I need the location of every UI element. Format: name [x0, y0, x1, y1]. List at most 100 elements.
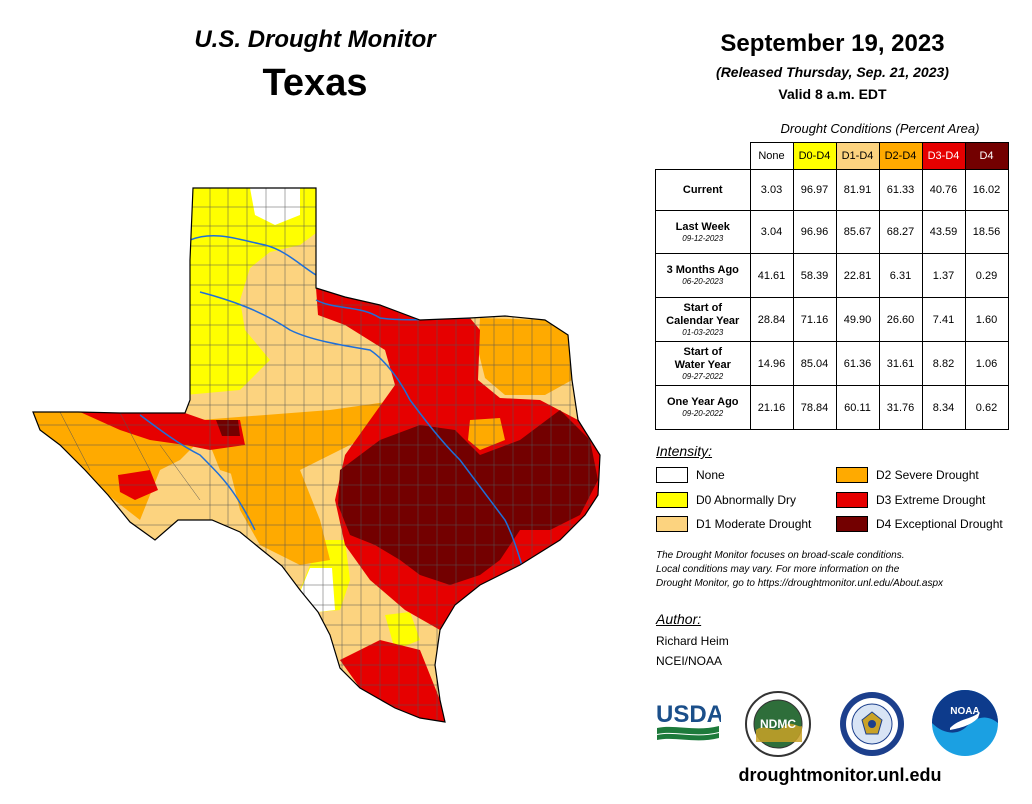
table-row: Current 3.03 96.97 81.91 61.33 40.76 16.02 — [655, 169, 1009, 211]
legend-label: D3 Extreme Drought — [876, 493, 986, 507]
d2-area-southwest — [230, 470, 330, 565]
map-title: U.S. Drought Monitor — [194, 26, 436, 53]
table-header-row: None D0-D4 D1-D4 D2-D4 D3-D4 D4 — [656, 142, 1009, 170]
table-cell: 71.16 — [792, 297, 837, 342]
table-row: One Year Ago 09-20-2022 21.16 78.84 60.11 31.… — [655, 385, 1009, 430]
row-label-text: One Year Ago — [666, 396, 739, 408]
legend-swatch-d0 — [656, 492, 688, 508]
legend-item-d0: D0 Abnormally Dry — [656, 491, 796, 509]
row-label: 3 Months Ago 06-20-2023 — [655, 253, 751, 298]
table-cell: 26.60 — [878, 297, 923, 342]
legend-label: D2 Severe Drought — [876, 468, 979, 482]
table-cell: 78.84 — [792, 385, 837, 430]
d0-area-coastal — [385, 612, 420, 650]
row-label: One Year Ago 09-20-2022 — [655, 385, 751, 430]
legend-swatch-none — [656, 467, 688, 483]
table-cell: 61.33 — [878, 169, 923, 211]
map-date: September 19, 2023 — [720, 30, 945, 57]
table-cell: 3.03 — [749, 169, 794, 211]
table-cell: 96.97 — [792, 169, 837, 211]
legend-swatch-d4 — [836, 516, 868, 532]
legend-item-none: None — [656, 466, 725, 484]
row-date: 01-03-2023 — [682, 327, 724, 337]
commerce-seal-logo — [840, 692, 904, 756]
table-cell: 18.56 — [964, 210, 1009, 254]
table-cell: 60.11 — [835, 385, 880, 430]
table-row: Start of Calendar Year 01-03-2023 28.84 71.1… — [655, 297, 1009, 342]
table-cell: 28.84 — [749, 297, 794, 342]
brazos-river — [199, 291, 526, 576]
state-name: Texas — [262, 62, 368, 104]
legend-label: D4 Exceptional Drought — [876, 517, 1003, 531]
table-cell: 58.39 — [792, 253, 837, 298]
d0-area-panhandle — [185, 188, 320, 395]
legend-label: D1 Moderate Drought — [696, 517, 812, 531]
table-cell: 8.34 — [921, 385, 966, 430]
row-label-text: Start of — [683, 301, 723, 314]
table-cell: 31.61 — [878, 341, 923, 386]
legend-swatch-d2 — [836, 467, 868, 483]
state-outline — [32, 187, 601, 723]
table-cell: 21.16 — [749, 385, 794, 430]
table-cell: 16.02 — [964, 169, 1009, 211]
row-label-text-2: Water Year — [674, 358, 731, 371]
legend-heading: Intensity: — [656, 443, 713, 459]
disclaimer-line: Local conditions may vary. For more info… — [656, 564, 900, 575]
author-org: NCEI/NOAA — [656, 654, 723, 668]
table-cell: 7.41 — [921, 297, 966, 342]
texas-drought-map — [32, 187, 601, 723]
legend-swatch-d1 — [656, 516, 688, 532]
d4-area-central — [338, 410, 598, 585]
row-label-text: Last Week — [675, 220, 730, 233]
table-row: Last Week 09-12-2023 3.04 96.96 85.67 68.27 43… — [655, 210, 1009, 254]
ndmc-logo: NDMC — [745, 691, 811, 757]
table-caption: Drought Conditions (Percent Area) — [780, 121, 980, 136]
legend-item-d4: D4 Exceptional Drought — [836, 515, 1003, 533]
legend-item-d3: D3 Extreme Drought — [836, 491, 985, 509]
release-date: (Released Thursday, Sep. 21, 2023) — [716, 64, 949, 80]
drought-areas — [33, 188, 600, 722]
row-label: Last Week 09-12-2023 — [655, 210, 751, 254]
col-d1-d4: D1-D4 — [835, 142, 880, 170]
legend-label: D0 Abnormally Dry — [696, 493, 797, 507]
drought-conditions-table: None D0-D4 D1-D4 D2-D4 D3-D4 D4 Current 3… — [655, 142, 1009, 430]
legend-label: None — [696, 468, 725, 482]
row-label-text: Start of — [683, 345, 723, 358]
footer-url[interactable]: droughtmonitor.unl.edu — [738, 765, 942, 785]
county-lines — [33, 188, 600, 722]
row-date: 09-20-2022 — [682, 409, 724, 418]
table-cell: 31.76 — [878, 385, 923, 430]
legend-item-d2: D2 Severe Drought — [836, 466, 979, 484]
table-row: Start of Water Year 09-27-2022 14.96 85.04 61… — [655, 341, 1009, 386]
table-cell: 1.06 — [964, 341, 1009, 386]
legend-swatch-d3 — [836, 492, 868, 508]
table-cell: 14.96 — [749, 341, 794, 386]
table-cell: 8.82 — [921, 341, 966, 386]
table-cell: 43.59 — [921, 210, 966, 254]
table-cell: 1.60 — [964, 297, 1009, 342]
d2-area-northeast — [478, 318, 572, 395]
table-cell: 3.04 — [749, 210, 794, 254]
col-d4: D4 — [964, 142, 1009, 170]
row-date: 09-12-2023 — [682, 233, 724, 243]
pecos-river — [139, 414, 256, 531]
disclaimer-line: The Drought Monitor focuses on broad-sca… — [656, 550, 905, 561]
d3-area-south — [340, 640, 445, 722]
row-date: 09-27-2022 — [682, 371, 724, 381]
row-label: Start of Calendar Year 01-03-2023 — [655, 297, 751, 342]
row-label-text: 3 Months Ago — [666, 264, 739, 276]
row-date: 06-20-2023 — [682, 277, 724, 286]
table-cell: 41.61 — [749, 253, 794, 298]
row-label-text-2: Calendar Year — [666, 314, 740, 327]
noaa-logo-text: NOAA — [950, 706, 979, 717]
table-cell: 68.27 — [878, 210, 923, 254]
table-cell: 0.29 — [964, 253, 1009, 298]
author-name: Richard Heim — [656, 634, 729, 648]
usda-logo: USDA — [656, 701, 721, 741]
table-cell: 40.76 — [921, 169, 966, 211]
canadian-river — [189, 234, 317, 276]
col-d3-d4: D3-D4 — [921, 142, 966, 170]
disclaimer-line: Drought Monitor, go to https://droughtmo… — [656, 578, 944, 589]
row-label: Current — [655, 169, 751, 211]
row-label-text: Current — [682, 183, 723, 196]
